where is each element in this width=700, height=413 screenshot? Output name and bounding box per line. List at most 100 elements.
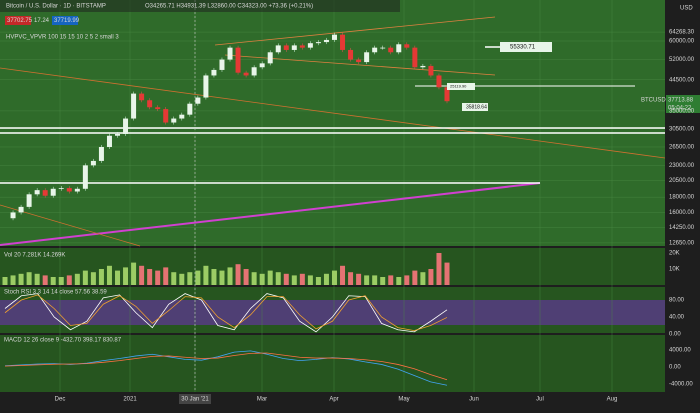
volume-bar — [340, 265, 346, 285]
candle — [331, 34, 337, 40]
volume-bar — [404, 275, 410, 285]
volume-bar — [42, 275, 48, 285]
trend-line — [0, 67, 666, 159]
price-tick-label: 16000.00 — [669, 210, 695, 216]
volume-bar — [131, 262, 137, 285]
candle — [203, 75, 209, 98]
time-label: 30 Jan '21 — [181, 397, 209, 403]
volume-bar — [283, 273, 289, 285]
candle — [179, 114, 185, 119]
candle — [340, 34, 346, 50]
target-label — [500, 42, 552, 52]
volume-bar — [420, 272, 426, 285]
candle — [147, 100, 153, 108]
volume-tick: 10K — [669, 267, 680, 273]
volume-bar — [315, 277, 321, 285]
volume-bar — [444, 262, 450, 285]
price-tick-label: 35000.00 — [669, 108, 695, 114]
volume-bar — [356, 273, 362, 285]
candle — [428, 65, 434, 76]
candle — [34, 190, 40, 195]
sell-price[interactable]: 37702.75 — [7, 18, 33, 24]
time-label: Aug — [607, 397, 618, 403]
candle — [404, 44, 410, 48]
candle — [412, 47, 418, 68]
macd-tick: -4000.00 — [669, 382, 693, 388]
candle — [10, 212, 16, 219]
volume-bar — [90, 272, 96, 285]
volume-bar — [147, 269, 153, 285]
spread: 17.24 — [34, 18, 50, 24]
price-tick-label: 18000.00 — [669, 195, 695, 201]
candle — [106, 135, 112, 147]
time-label: Jun — [469, 397, 479, 403]
candle — [139, 93, 145, 101]
stoch-tick: 40.00 — [669, 315, 685, 321]
candle — [98, 146, 104, 161]
volume-bar — [331, 270, 337, 285]
candle — [115, 133, 121, 136]
volume-bar — [26, 272, 32, 285]
volume-bar — [18, 273, 24, 285]
buy-button[interactable] — [52, 16, 78, 25]
last-symbol: BTCUSD — [641, 98, 666, 104]
candle — [388, 47, 394, 53]
candle — [90, 160, 96, 166]
candle — [243, 72, 249, 76]
stoch-label: Stoch RSI 3 3 14 14 close 57.56 38.59 — [4, 290, 107, 296]
volume-bar — [203, 265, 209, 285]
volume-bar — [364, 275, 370, 285]
stoch-tick: 0.00 — [669, 332, 681, 338]
volume-bar — [163, 267, 169, 285]
crosshair-badge — [179, 394, 211, 404]
volume-bar — [396, 277, 402, 285]
volume-bar — [267, 270, 273, 285]
candle — [275, 45, 281, 53]
candle — [227, 47, 233, 60]
candle — [26, 194, 32, 207]
support-line — [0, 182, 541, 246]
candle — [299, 45, 305, 48]
candle — [291, 45, 297, 50]
countdown: 05:04:22 — [668, 106, 692, 112]
price-tick-label: 44500.00 — [669, 77, 695, 83]
candle — [444, 87, 450, 102]
time-label: Dec — [55, 397, 66, 403]
macd-tick: 0.00 — [669, 365, 681, 371]
currency: USD — [680, 6, 693, 12]
channel-top — [214, 16, 496, 46]
volume-bar — [82, 270, 88, 285]
price-tick-label: 30500.00 — [669, 126, 695, 132]
candle — [356, 59, 362, 63]
volume-bar — [34, 273, 40, 285]
stoch-d — [4, 294, 448, 332]
box-label — [462, 103, 488, 111]
volume-bar — [211, 269, 217, 285]
volume-bar — [187, 272, 193, 285]
price-tick-label: 12650.00 — [669, 240, 695, 246]
candle — [323, 39, 329, 43]
volume-bar — [179, 273, 185, 285]
volume-bar — [74, 273, 80, 285]
candle — [372, 47, 378, 53]
candle — [123, 118, 129, 134]
candle — [18, 206, 24, 213]
time-axis — [0, 392, 665, 408]
volume-bar — [227, 267, 233, 285]
time-label: 2021 — [123, 397, 137, 403]
sell-button[interactable] — [5, 16, 31, 25]
candle — [171, 118, 177, 123]
candle — [396, 44, 402, 53]
box-text: 25119.90 — [450, 84, 467, 89]
target-text: 55330.71 — [510, 45, 536, 51]
volume-bar — [171, 272, 177, 285]
volume-bar — [436, 253, 442, 285]
volume-bar — [299, 273, 305, 285]
volume-bar — [348, 272, 354, 285]
buy-price[interactable]: 37719.99 — [54, 18, 80, 24]
candle — [131, 93, 137, 119]
candle — [235, 47, 241, 73]
candle — [195, 97, 201, 104]
volume-bar — [235, 264, 241, 285]
